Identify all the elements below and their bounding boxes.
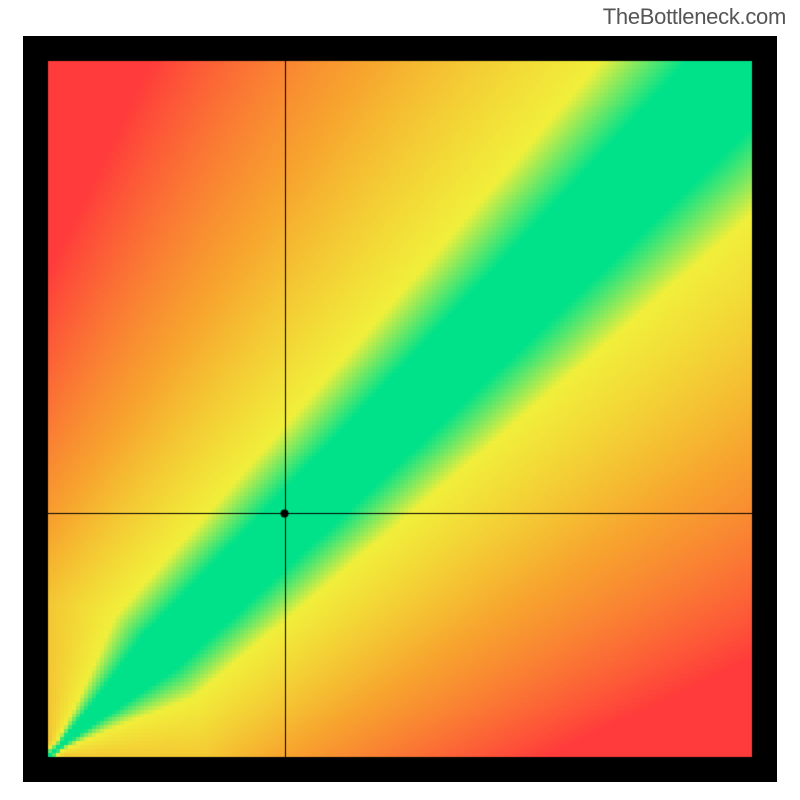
heatmap-outer-box <box>23 36 777 782</box>
attribution-text: TheBottleneck.com <box>603 4 786 30</box>
bottleneck-heatmap <box>23 36 777 782</box>
